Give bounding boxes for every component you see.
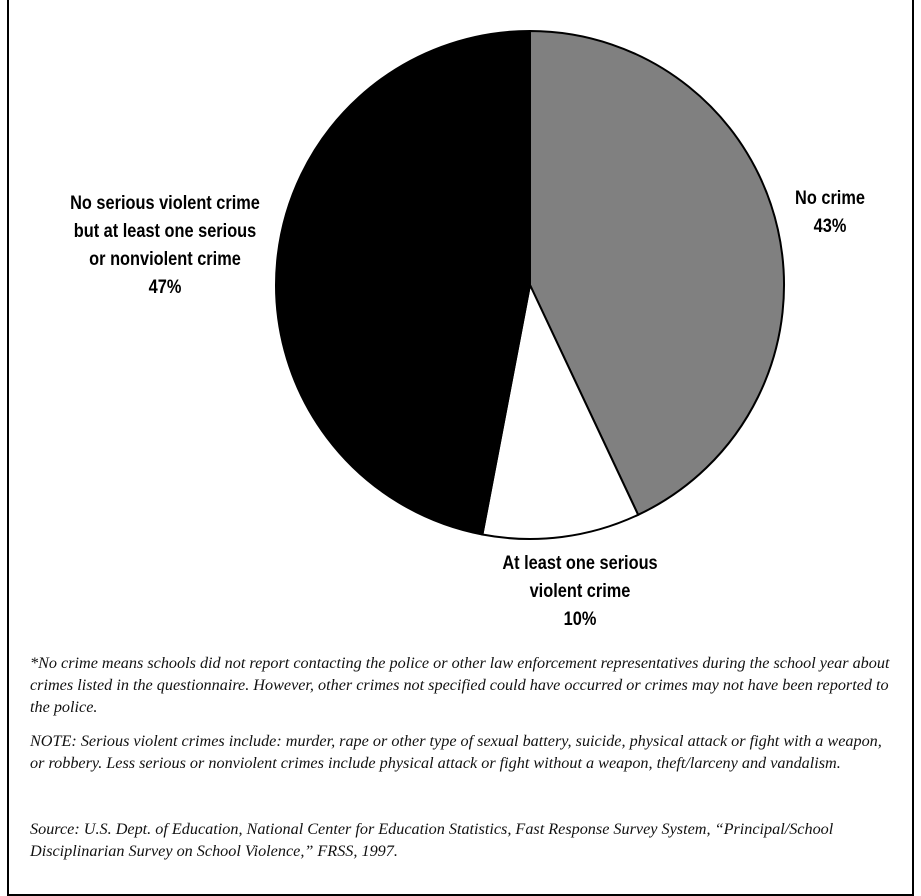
- label-less-serious-line-2: but at least one serious: [73, 221, 257, 242]
- source: Source: U.S. Dept. of Education, Nationa…: [30, 820, 834, 860]
- label-no-crime-line-1: No crime: [795, 188, 865, 209]
- label-no-crime: No crime 43%: [770, 185, 890, 241]
- pie-slice-serious-violent: [481, 281, 640, 540]
- note: NOTE: Serious violent crimes include: mu…: [30, 732, 882, 772]
- label-no-crime-line-2: 43%: [813, 216, 847, 237]
- label-serious-violent-line-1: At least one serious: [502, 553, 658, 574]
- label-less-serious-line-3: or nonviolent crime: [89, 249, 241, 270]
- pie-slice-less-serious: [275, 29, 531, 536]
- label-less-serious-line-4: 47%: [148, 277, 182, 298]
- label-serious-violent-line-2: violent crime: [529, 581, 631, 602]
- label-serious-violent: At least one serious violent crime 10%: [473, 550, 688, 634]
- label-serious-violent-line-3: 10%: [563, 609, 597, 630]
- footnote: *No crime means schools did not report c…: [30, 654, 890, 716]
- pie-slice-no-crime: [529, 29, 785, 517]
- label-less-serious: No serious violent crime but at least on…: [40, 190, 289, 302]
- pie-chart: [275, 29, 785, 540]
- label-less-serious-line-1: No serious violent crime: [70, 193, 260, 214]
